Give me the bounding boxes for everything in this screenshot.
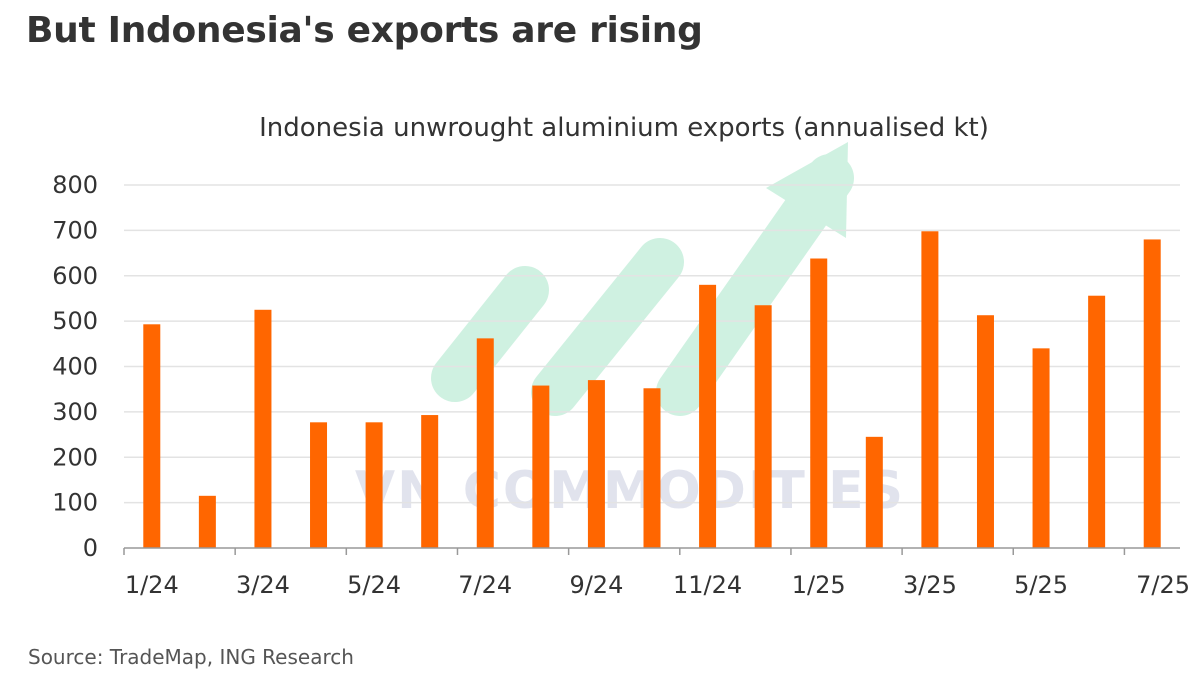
bar-3/25 <box>921 231 939 548</box>
bar-2/24 <box>198 495 216 548</box>
bar-5/24 <box>365 422 383 548</box>
bar-7/24 <box>476 338 494 548</box>
y-tick-label: 600 <box>52 262 98 290</box>
x-tick-label: 3/25 <box>903 571 957 599</box>
bar-6/24 <box>421 415 439 548</box>
y-tick-label: 100 <box>52 489 98 517</box>
x-tick-label: 9/24 <box>569 571 623 599</box>
y-tick-label: 200 <box>52 443 98 471</box>
bar-5/25 <box>1032 348 1050 548</box>
y-tick-label: 700 <box>52 216 98 244</box>
x-tick-label: 11/24 <box>673 571 742 599</box>
x-tick-label: 5/24 <box>347 571 401 599</box>
bar-1/25 <box>810 258 828 548</box>
bar-8/24 <box>532 385 550 548</box>
watermark-arrow-icon <box>431 154 854 416</box>
y-tick-label: 300 <box>52 398 98 426</box>
x-tick-label: 3/24 <box>236 571 290 599</box>
x-tick-label: 1/25 <box>792 571 846 599</box>
bar-12/24 <box>754 305 772 548</box>
bars <box>143 231 1161 548</box>
bar-11/24 <box>699 284 717 548</box>
y-tick-label: 500 <box>52 307 98 335</box>
x-axis-ticks: 1/24 3/24 5/24 7/24 9/24 11/24 1/25 3/25 5/25 7/2… <box>125 571 1190 599</box>
page-title: But Indonesia's exports are rising <box>26 10 703 51</box>
bar-3/24 <box>254 309 272 548</box>
bar-10/24 <box>643 388 661 548</box>
gridlines <box>124 184 1180 504</box>
y-tick-label: 800 <box>52 171 98 199</box>
y-axis-ticks: 0 100 200 300 400 500 600 700 800 <box>52 171 98 562</box>
axes <box>123 547 1180 555</box>
y-tick-label: 0 <box>83 534 98 562</box>
x-tick-label: 5/25 <box>1014 571 1068 599</box>
bar-4/25 <box>976 315 994 548</box>
x-tick-label: 7/24 <box>458 571 512 599</box>
bar-6/25 <box>1088 295 1106 548</box>
x-tick-label: 7/25 <box>1136 571 1190 599</box>
bar-9/24 <box>587 380 605 548</box>
watermark <box>431 142 854 416</box>
y-tick-label: 400 <box>52 353 98 381</box>
bar-2/25 <box>865 436 883 548</box>
bar-4/24 <box>310 422 328 548</box>
x-tick-label: 1/24 <box>125 571 179 599</box>
source-note: Source: TradeMap, ING Research <box>28 645 354 669</box>
bar-1/24 <box>143 324 161 548</box>
chart-title: Indonesia unwrought aluminium exports (a… <box>259 113 989 143</box>
watermark-arrowhead-icon <box>766 142 848 238</box>
bar-7/25 <box>1143 239 1161 548</box>
